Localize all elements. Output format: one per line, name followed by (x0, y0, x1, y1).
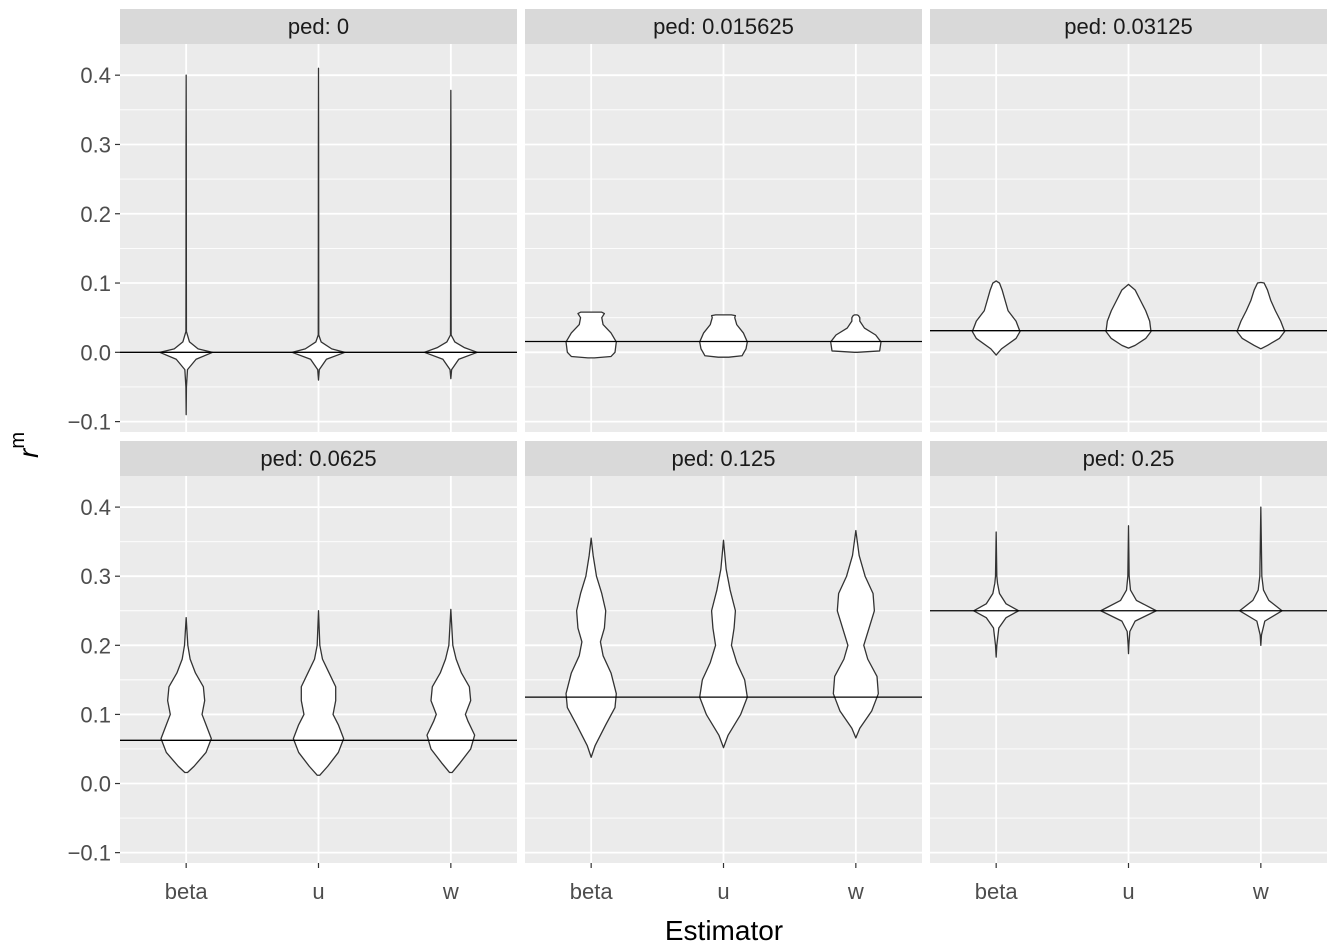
facet-panel: ped: 0.25 beta u w (930, 441, 1327, 904)
y-tick-label: 0.0 (80, 772, 111, 797)
facet-panel: ped: 0.125 beta u w (525, 441, 922, 904)
violin-beta (973, 531, 1020, 658)
panel-content (120, 608, 517, 776)
y-tick-label: 0.2 (80, 633, 111, 658)
y-tick-label: 0.1 (80, 702, 111, 727)
facet-panel: ped: 0 −0.1 0.0 0.1 0.2 0.3 0.4 (68, 9, 517, 435)
facet-panel: ped: 0.0625 −0.1 0.0 0.1 0.2 0.3 0.4 beta u w (68, 441, 517, 904)
facet-strip-label: ped: 0.03125 (1064, 14, 1192, 39)
y-axis-title: rm (7, 432, 44, 458)
panel-content (525, 529, 922, 758)
violin-beta (159, 74, 214, 416)
x-tick-label: w (1252, 879, 1269, 904)
y-tick-label: 0.1 (80, 271, 111, 296)
facet-strip-label: ped: 0.125 (672, 446, 776, 471)
x-tick-label: w (442, 879, 459, 904)
facet-strip (930, 9, 1327, 44)
x-tick-label: u (717, 879, 729, 904)
y-axis-title-superscript: m (7, 432, 29, 449)
y-tick-label: −0.1 (68, 841, 111, 866)
violin-w (1236, 281, 1286, 350)
facet-strip (525, 441, 922, 476)
facet-strip-label: ped: 0 (288, 14, 349, 39)
facet-panel: ped: 0.03125 (930, 9, 1327, 432)
facet-strip-label: ped: 0.25 (1083, 446, 1175, 471)
x-axis-title: Estimator (665, 915, 783, 946)
x-tick-label: beta (165, 879, 209, 904)
panel-content (120, 67, 517, 416)
facet-strip (120, 9, 517, 44)
violin-w (832, 529, 879, 739)
violin-beta (565, 537, 617, 758)
facet-strip-label: ped: 0.0625 (260, 446, 376, 471)
x-tick-label: u (1122, 879, 1134, 904)
panel-content (525, 311, 922, 359)
facet-strip (525, 9, 922, 44)
violin-w (426, 608, 476, 774)
y-tick-label: 0.0 (80, 340, 111, 365)
facet-strip (120, 441, 517, 476)
facet-panels: ped: 0 −0.1 0.0 0.1 0.2 0.3 0.4 ped: 0.015625 pe… (68, 9, 1327, 904)
x-tick-label: beta (975, 879, 1019, 904)
facet-strip-label: ped: 0.015625 (653, 14, 794, 39)
y-tick-label: 0.4 (80, 495, 111, 520)
y-axis-title-main: r (13, 447, 44, 458)
x-tick-label: beta (570, 879, 614, 904)
y-tick-label: −0.1 (68, 410, 111, 435)
y-tick-label: 0.3 (80, 564, 111, 589)
y-tick-label: 0.3 (80, 132, 111, 157)
panel-content (930, 506, 1327, 658)
x-tick-label: w (847, 879, 864, 904)
violin-u (1100, 525, 1157, 655)
facet-panel: ped: 0.015625 (525, 9, 922, 432)
violin-u (1105, 283, 1152, 349)
x-tick-label: u (312, 879, 324, 904)
y-tick-label: 0.4 (80, 63, 111, 88)
violin-u (699, 539, 748, 749)
facet-strip (930, 441, 1327, 476)
panel-content (930, 280, 1327, 356)
violin-beta (971, 280, 1021, 356)
y-tick-label: 0.2 (80, 202, 111, 227)
